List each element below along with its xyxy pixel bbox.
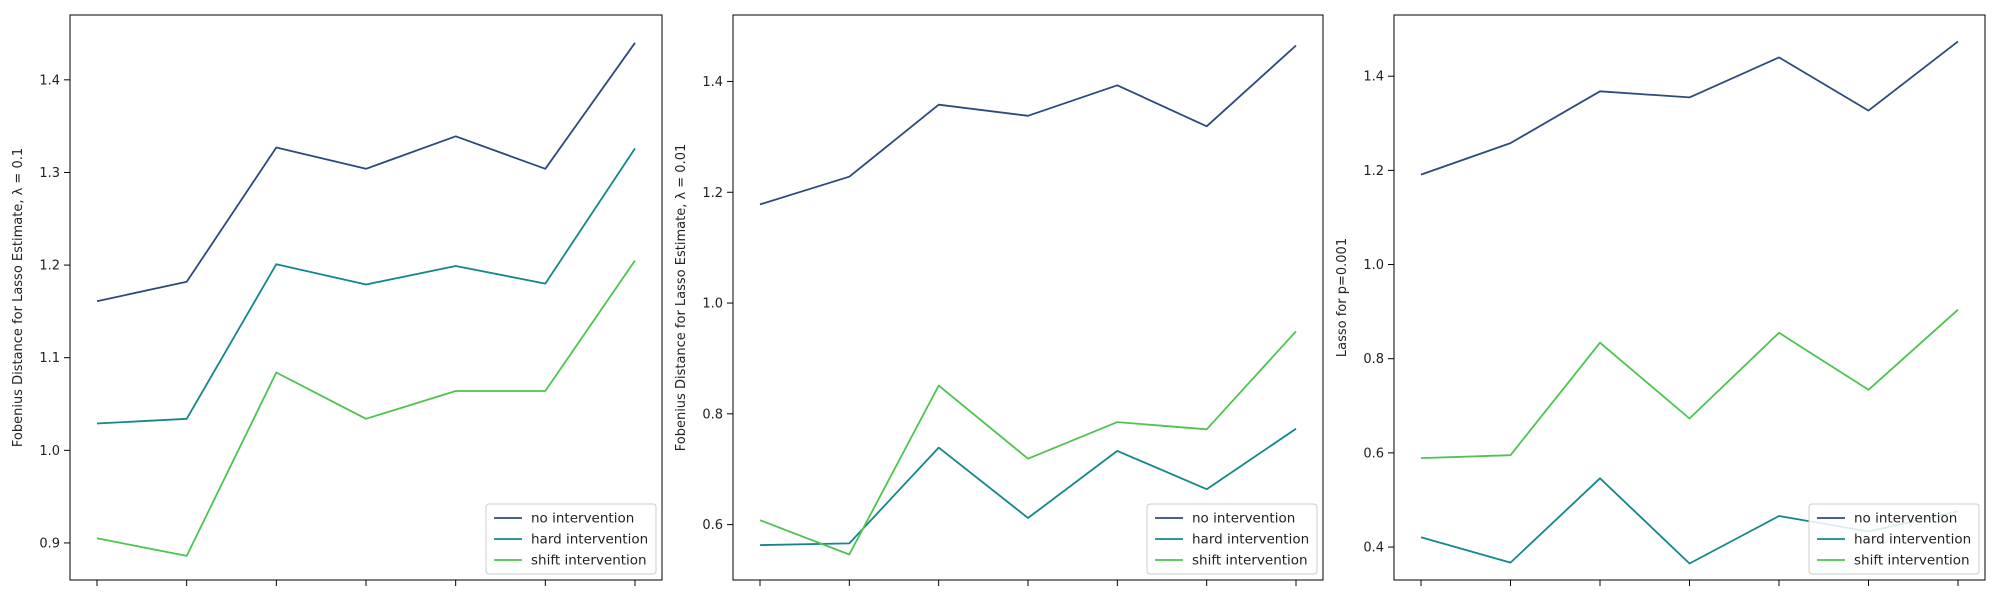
series-line-no-intervention bbox=[1420, 40, 1959, 176]
legend: no intervention hard intervention shift in… bbox=[485, 503, 657, 575]
chart-panel-2: 0.6 0.8 1.0 1.2 1.4 Fobenius Distance for Las… bbox=[674, 14, 1324, 586]
plot-frame bbox=[69, 14, 663, 581]
legend-label: shift intervention bbox=[1854, 553, 1970, 569]
legend-label: shift intervention bbox=[531, 553, 647, 569]
y-tick-label: 1.4 bbox=[39, 73, 60, 88]
y-axis-label: Fobenius Distance for Lasso Estimate, λ … bbox=[11, 148, 26, 447]
y-tick-label: 0.8 bbox=[702, 407, 723, 422]
series-line-shift-intervention bbox=[759, 330, 1297, 556]
plot-frame bbox=[1393, 14, 1986, 581]
legend-label: hard intervention bbox=[1854, 532, 1971, 548]
y-tick-label: 1.2 bbox=[39, 259, 60, 274]
y-tick-label: 1.2 bbox=[702, 186, 723, 201]
y-tick-label: 1.4 bbox=[702, 75, 723, 90]
y-tick-label: 1.4 bbox=[1363, 70, 1384, 85]
chart-panel-1: 0.9 1.0 1.1 1.2 1.3 1.4 Fobenius Distance for … bbox=[11, 14, 663, 586]
legend-label: no intervention bbox=[1854, 511, 1957, 527]
series-line-shift-intervention bbox=[96, 259, 636, 557]
series-line-shift-intervention bbox=[1420, 309, 1959, 459]
legend-label: no intervention bbox=[531, 511, 634, 527]
legend-box bbox=[1146, 503, 1318, 575]
legend: no intervention hard intervention shift in… bbox=[1808, 503, 1980, 575]
plot-frame bbox=[732, 14, 1324, 581]
legend: no intervention hard intervention shift in… bbox=[1146, 503, 1318, 575]
y-tick-label: 0.4 bbox=[1363, 541, 1384, 556]
y-tick-label: 0.6 bbox=[1363, 446, 1384, 461]
legend-label: no intervention bbox=[1192, 511, 1295, 527]
series-line-no-intervention bbox=[96, 42, 636, 303]
chart-panel-3: 0.4 0.6 0.8 1.0 1.2 1.4 Lasso for p=0.001 no in… bbox=[1335, 14, 1986, 586]
y-axis-label: Fobenius Distance for Lasso Estimate, λ … bbox=[674, 144, 689, 452]
y-tick-label: 1.0 bbox=[39, 444, 60, 459]
y-tick-label: 1.0 bbox=[1363, 258, 1384, 273]
y-axis-label: Lasso for p=0.001 bbox=[1335, 238, 1350, 357]
y-tick-label: 1.0 bbox=[702, 297, 723, 312]
legend-label: hard intervention bbox=[1192, 532, 1309, 548]
y-tick-label: 1.2 bbox=[1363, 164, 1384, 179]
series-line-no-intervention bbox=[759, 44, 1297, 206]
y-tick-label: 0.6 bbox=[702, 518, 723, 533]
series-line-hard-intervention bbox=[759, 428, 1297, 546]
legend-label: shift intervention bbox=[1192, 553, 1308, 569]
legend-box bbox=[485, 503, 657, 575]
y-tick-label: 1.3 bbox=[39, 166, 60, 181]
series-line-hard-intervention bbox=[96, 147, 636, 425]
y-tick-label: 1.1 bbox=[39, 351, 60, 366]
legend-box bbox=[1808, 503, 1980, 575]
y-tick-label: 0.8 bbox=[1363, 352, 1384, 367]
y-tick-label: 0.9 bbox=[39, 536, 60, 551]
legend-label: hard intervention bbox=[531, 532, 648, 548]
